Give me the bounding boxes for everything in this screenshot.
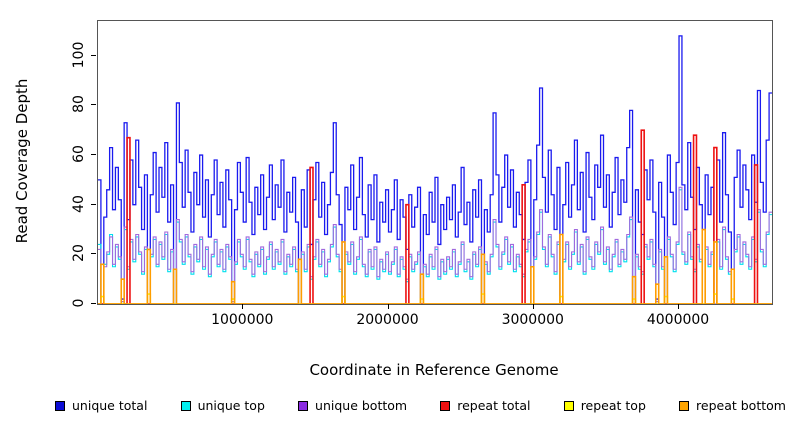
x-tick-label: 4000000	[646, 312, 710, 328]
x-tick-mark	[678, 304, 680, 309]
legend-label: unique total	[72, 398, 148, 413]
y-tick-label: 40	[71, 194, 87, 213]
legend-swatch-icon	[679, 400, 690, 411]
y-tick-mark	[91, 54, 96, 56]
legend-item-unique-top: unique top	[180, 398, 265, 413]
y-tick-label: 80	[71, 95, 87, 114]
x-tick-mark	[242, 304, 244, 309]
legend-swatch-icon	[440, 400, 451, 411]
y-tick-label: 60	[71, 145, 87, 163]
x-tick-mark	[387, 304, 389, 309]
y-tick-mark	[91, 303, 96, 304]
y-axis-title: Read Coverage Depth	[13, 78, 31, 244]
legend-label: repeat total	[457, 398, 531, 413]
y-tick-label: 0	[71, 298, 87, 308]
legend-label: repeat top	[580, 398, 646, 413]
y-tick-mark	[91, 203, 96, 205]
x-axis-title: Coordinate in Reference Genome	[309, 361, 559, 379]
legend-label: unique bottom	[315, 398, 408, 413]
legend-item-repeat-bottom: repeat bottom	[679, 398, 786, 413]
series-repeat-bottom	[98, 228, 772, 304]
legend: unique total unique top unique bottom repea…	[55, 398, 786, 413]
legend-item-unique-total: unique total	[55, 398, 147, 413]
x-tick-label: 2000000	[356, 312, 419, 328]
y-tick-mark	[91, 253, 96, 255]
legend-swatch-icon	[180, 400, 191, 411]
legend-label: repeat bottom	[696, 398, 786, 413]
legend-swatch-icon	[55, 400, 65, 411]
y-tick-mark	[91, 104, 96, 106]
x-tick-label: 1000000	[211, 312, 274, 328]
legend-label: unique top	[197, 398, 265, 413]
legend-swatch-icon	[563, 400, 574, 411]
y-tick-label: 100	[71, 41, 87, 69]
y-tick-label: 20	[71, 244, 87, 263]
series-unique-total	[98, 35, 772, 304]
legend-item-repeat-total: repeat total	[440, 398, 531, 413]
series-repeat-top	[98, 293, 772, 304]
plot-box	[97, 20, 773, 305]
legend-swatch-icon	[298, 400, 309, 411]
y-tick-mark	[91, 154, 96, 156]
coverage-chart	[98, 35, 772, 304]
x-tick-label: 3000000	[501, 312, 564, 328]
legend-item-repeat-top: repeat top	[563, 398, 646, 413]
legend-item-unique-bottom: unique bottom	[298, 398, 407, 413]
series-unique-bottom	[98, 186, 772, 304]
x-tick-mark	[532, 304, 534, 309]
